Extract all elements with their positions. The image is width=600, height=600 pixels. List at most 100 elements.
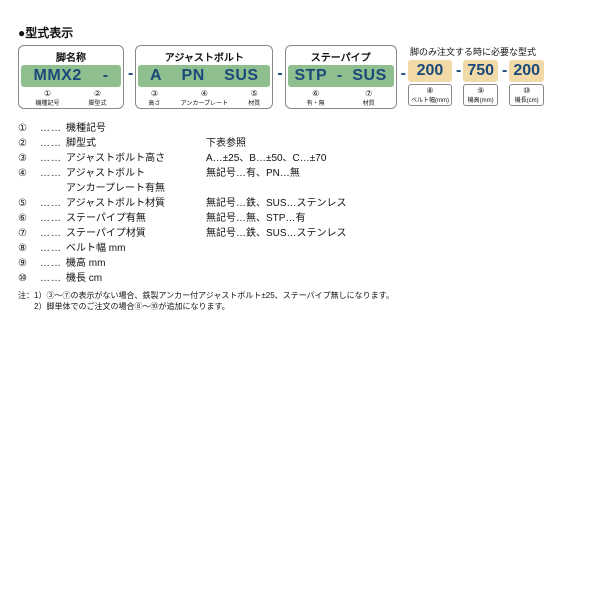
legend-row: ⑤……アジャストボルト材質無記号…鉄、SUS…ステンレス <box>18 196 582 211</box>
sublabel-number: ① <box>44 89 51 98</box>
sublabel-number: ② <box>94 89 101 98</box>
legend-desc: A…±25、B…±50、C…±70 <box>206 151 582 166</box>
legend-row: ②……脚型式下表参照 <box>18 136 582 151</box>
legend-dots: …… <box>40 136 66 151</box>
legend-row: ⑧……ベルト幅 mm <box>18 241 582 256</box>
code-band: MMX2 - <box>21 65 121 87</box>
sublabels: ③高さ④アンカープレート⑤材質 <box>138 89 270 107</box>
code-segment: SUS <box>224 67 258 85</box>
legend-label: 機長 cm <box>66 271 206 286</box>
separator: - <box>399 65 408 83</box>
sublabel-text: 材質 <box>363 98 375 107</box>
section-heading: ●型式表示 <box>18 24 582 41</box>
sublabel-text: 機長(cm) <box>515 95 539 104</box>
box-title: アジャストボルト <box>138 49 270 64</box>
legend-dots: …… <box>40 151 66 166</box>
legend-dots: …… <box>40 226 66 241</box>
sublabels: ⑥有・無 ⑦材質 <box>288 89 394 107</box>
legend-desc <box>206 181 582 196</box>
sublabel-number: ⑦ <box>365 89 372 98</box>
legend-desc: 下表参照 <box>206 136 582 151</box>
order-note: 脚のみ注文する時に必要な型式 <box>410 45 546 58</box>
sublabel-text: 脚型式 <box>88 98 106 107</box>
code-box: アジャストボルトAPNSUS③高さ④アンカープレート⑤材質 <box>135 45 273 109</box>
sublabel-number: ⑨ <box>477 86 484 95</box>
legend-number: ⑧ <box>18 241 40 256</box>
legend-label: アジャストボルト材質 <box>66 196 206 211</box>
sublabel: ②脚型式 <box>88 89 106 107</box>
dimension-sublabel: ⑩機長(cm) <box>509 84 544 106</box>
code-segment: PN <box>182 67 205 85</box>
legend-number: ② <box>18 136 40 151</box>
dimension-block: 200⑧ベルト幅(mm) <box>408 60 452 106</box>
code-segment: MMX2 <box>33 67 81 85</box>
sublabel-text: 有・無 <box>307 98 325 107</box>
code-segment: STP <box>295 67 328 85</box>
sublabel-text: ベルト幅(mm) <box>411 95 449 104</box>
legend-row: ①……機種記号 <box>18 121 582 136</box>
sublabel: ⑤材質 <box>248 89 260 107</box>
legend-number: ④ <box>18 166 40 181</box>
legend-desc: 無記号…無、STP…有 <box>206 211 582 226</box>
legend-desc: 無記号…鉄、SUS…ステンレス <box>206 196 582 211</box>
legend-desc <box>206 121 582 136</box>
legend-dots: …… <box>40 211 66 226</box>
code-segment: SUS <box>352 67 386 85</box>
legend-desc <box>206 241 582 256</box>
code-segment: - <box>103 67 109 85</box>
sublabel-number: ④ <box>201 89 208 98</box>
legend-number: ① <box>18 121 40 136</box>
sublabel: ③高さ <box>148 89 160 107</box>
legend-desc: 無記号…有、PN…無 <box>206 166 582 181</box>
footnote-line: 注：1）③〜⑦の表示がない場合、鉄製アンカー付アジャストボルト±25、ステーパイ… <box>18 290 582 301</box>
dimension-sublabel: ⑧ベルト幅(mm) <box>408 84 452 106</box>
legend-dots: …… <box>40 241 66 256</box>
code-band: STP-SUS <box>288 65 394 87</box>
box-title: ステーパイプ <box>288 49 394 64</box>
legend: ①……機種記号②……脚型式下表参照③……アジャストボルト高さA…±25、B…±5… <box>18 121 582 286</box>
box-title: 脚名称 <box>21 49 121 64</box>
dimension-block: 200⑩機長(cm) <box>509 60 544 106</box>
dimensions-row: 200⑧ベルト幅(mm)-750⑨機高(mm)-200⑩機長(cm) <box>408 60 546 106</box>
model-code-diagram: 脚名称MMX2-①機種記号②脚型式-アジャストボルトAPNSUS③高さ④アンカー… <box>18 45 582 109</box>
legend-number: ⑨ <box>18 256 40 271</box>
legend-dots: …… <box>40 166 66 181</box>
legend-label: 脚型式 <box>66 136 206 151</box>
legend-label: ステーパイプ材質 <box>66 226 206 241</box>
legend-dots <box>40 181 66 196</box>
legend-dots: …… <box>40 256 66 271</box>
legend-dots: …… <box>40 121 66 136</box>
legend-number: ③ <box>18 151 40 166</box>
sublabel-text: 機種記号 <box>35 98 59 107</box>
legend-label: アジャストボルト <box>66 166 206 181</box>
legend-desc: 無記号…鉄、SUS…ステンレス <box>206 226 582 241</box>
legend-label: アジャストボルト高さ <box>66 151 206 166</box>
legend-number <box>18 181 40 196</box>
sublabel-number: ⑤ <box>251 89 258 98</box>
dimension-value: 200 <box>509 60 544 82</box>
sublabel: ⑦材質 <box>363 89 375 107</box>
legend-number: ⑥ <box>18 211 40 226</box>
separator: - <box>500 62 509 80</box>
legend-label: 機種記号 <box>66 121 206 136</box>
legend-row: ⑥……ステーパイプ有無無記号…無、STP…有 <box>18 211 582 226</box>
footnote-line: 2）脚単体でのご注文の場合⑧〜⑩が追加になります。 <box>18 301 582 312</box>
legend-desc <box>206 271 582 286</box>
sublabel-number: ⑥ <box>312 89 319 98</box>
separator: - <box>126 65 135 83</box>
footnotes: 注：1）③〜⑦の表示がない場合、鉄製アンカー付アジャストボルト±25、ステーパイ… <box>18 290 582 312</box>
legend-dots: …… <box>40 196 66 211</box>
legend-dots: …… <box>40 271 66 286</box>
dimension-value: 200 <box>408 60 452 82</box>
sublabel: ①機種記号 <box>35 89 59 107</box>
legend-number: ⑤ <box>18 196 40 211</box>
legend-row: ⑦……ステーパイプ材質無記号…鉄、SUS…ステンレス <box>18 226 582 241</box>
legend-label: ベルト幅 mm <box>66 241 206 256</box>
legend-number: ⑦ <box>18 226 40 241</box>
sublabel-number: ⑧ <box>426 86 433 95</box>
code-box: 脚名称 MMX2 - ①機種記号 ②脚型式 <box>18 45 124 109</box>
sublabels: ①機種記号 ②脚型式 <box>21 89 121 107</box>
legend-label: アンカープレート有無 <box>66 181 206 196</box>
legend-number: ⑩ <box>18 271 40 286</box>
separator: - <box>275 65 284 83</box>
